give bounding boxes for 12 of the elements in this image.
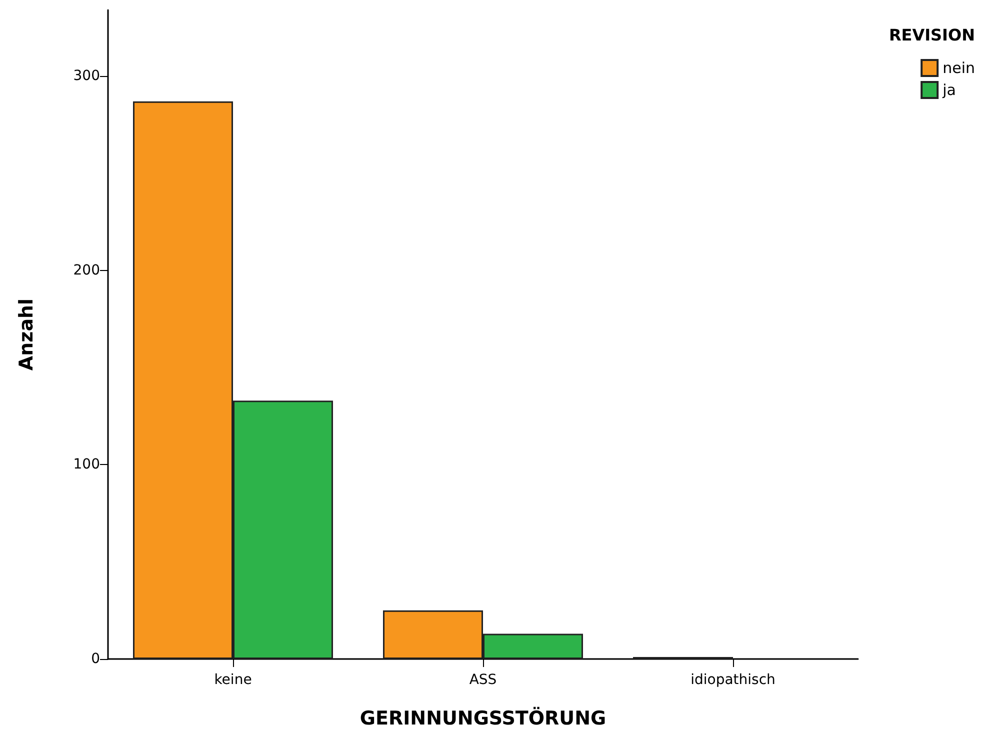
- x-tick-label: keine: [214, 672, 252, 688]
- x-tick-label: idiopathisch: [690, 672, 776, 688]
- y-tick-label: 0: [91, 651, 100, 667]
- legend-label: nein: [942, 59, 976, 77]
- x-tick-label: ASS: [469, 672, 497, 688]
- legend-label: ja: [942, 81, 956, 99]
- y-tick-label: 200: [73, 262, 100, 278]
- y-tick-label: 300: [73, 68, 100, 84]
- legend-title: REVISION: [888, 26, 976, 44]
- y-tick-label: 100: [73, 456, 100, 473]
- y-axis-title: Anzahl: [16, 298, 38, 371]
- x-axis-title: GERINNUNGSSTÖRUNG: [360, 706, 606, 730]
